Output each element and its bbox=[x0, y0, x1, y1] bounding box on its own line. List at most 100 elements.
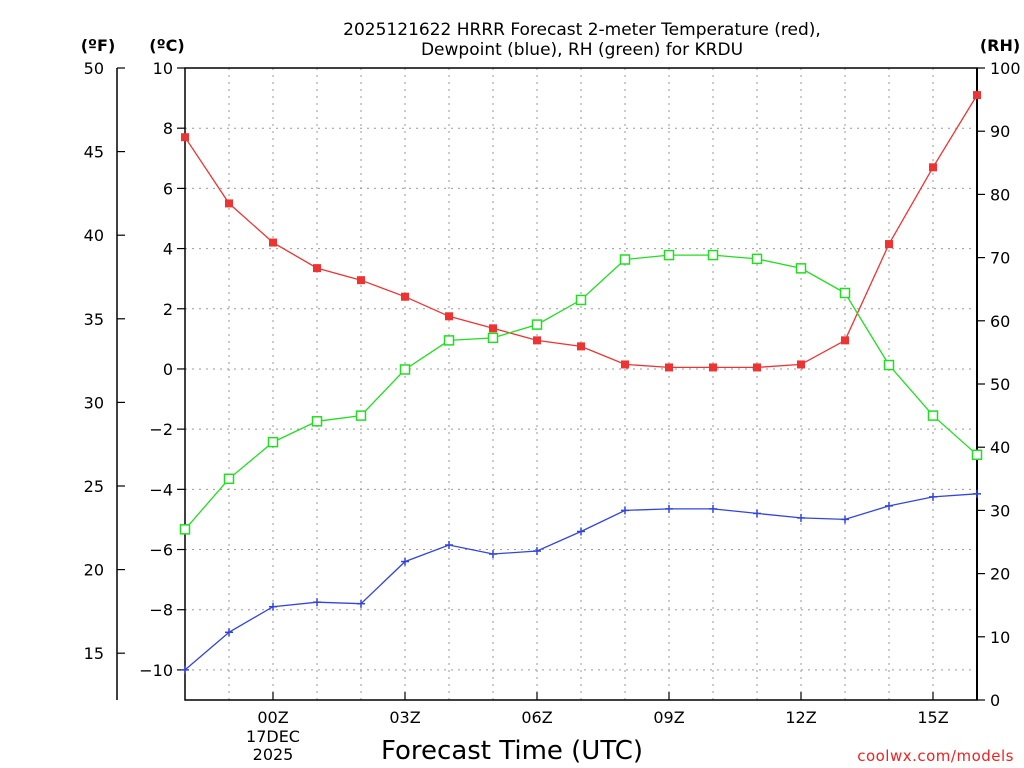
celsius-tick-label: 4 bbox=[163, 240, 173, 259]
fahrenheit-tick-label: 40 bbox=[84, 226, 104, 245]
x-tick-label: 00Z bbox=[257, 708, 288, 727]
x-tick-label: 03Z bbox=[389, 708, 420, 727]
rh-point bbox=[971, 449, 983, 461]
dewpoint-point bbox=[621, 506, 629, 515]
temperature-line bbox=[184, 94, 978, 369]
x-axis-title: Forecast Time (UTC) bbox=[381, 736, 643, 766]
celsius-tick-label: 8 bbox=[163, 119, 173, 138]
temperature-point bbox=[841, 336, 849, 345]
dewpoint-point bbox=[225, 628, 233, 637]
rh-point bbox=[223, 473, 235, 485]
temperature-point bbox=[445, 312, 453, 321]
rh-point bbox=[179, 524, 191, 535]
celsius-tick-label: −8 bbox=[149, 601, 173, 620]
dewpoint-point bbox=[841, 515, 849, 524]
celsius-tick-label: −10 bbox=[139, 661, 173, 680]
rh-tick-label: 90 bbox=[990, 122, 1010, 141]
temperature-point bbox=[401, 292, 409, 301]
dewpoint-point bbox=[533, 547, 541, 556]
fahrenheit-tick-label: 25 bbox=[84, 477, 104, 496]
rh-tick-label: 70 bbox=[990, 249, 1010, 268]
rh-point bbox=[487, 332, 499, 344]
temperature-point bbox=[973, 91, 981, 100]
fahrenheit-tick-label: 45 bbox=[84, 143, 104, 162]
temperature-point bbox=[489, 324, 497, 333]
dewpoint-point bbox=[753, 509, 761, 518]
rh-point bbox=[443, 335, 455, 346]
temperature-point bbox=[533, 336, 541, 345]
temperature-point bbox=[313, 264, 321, 273]
temperature-point bbox=[929, 163, 937, 172]
fahrenheit-tick-label: 35 bbox=[84, 310, 104, 329]
axes: 1086420−2−4−6−8−105045403530252015100908… bbox=[84, 59, 1021, 764]
dewpoint-point bbox=[797, 513, 805, 522]
dewpoint-point bbox=[973, 489, 981, 498]
rh-point bbox=[663, 249, 675, 261]
rh-tick-label: 60 bbox=[990, 312, 1010, 331]
dewpoint-point bbox=[885, 501, 893, 510]
temperature-point bbox=[797, 360, 805, 369]
dewpoint-point bbox=[181, 665, 189, 674]
rh-point bbox=[839, 287, 851, 299]
dewpoint-point bbox=[489, 550, 497, 559]
rh-tick-label: 20 bbox=[990, 565, 1010, 584]
rh-tick-label: 10 bbox=[990, 628, 1010, 647]
rh-point bbox=[355, 410, 367, 421]
celsius-tick-label: 2 bbox=[163, 300, 173, 319]
dewpoint-point bbox=[357, 599, 365, 608]
temperature-point bbox=[181, 133, 189, 142]
rh-tick-label: 100 bbox=[990, 59, 1021, 78]
x-tick-label: 15Z bbox=[917, 708, 948, 727]
rh-point bbox=[267, 436, 279, 448]
temperature-point bbox=[753, 363, 761, 372]
rh-tick-label: 80 bbox=[990, 185, 1010, 204]
rh-point bbox=[751, 253, 763, 265]
celsius-tick-label: −2 bbox=[149, 420, 173, 439]
fahrenheit-axis-label: (ºF) bbox=[81, 36, 116, 55]
dewpoint-point bbox=[577, 527, 585, 536]
rh-point bbox=[531, 319, 543, 330]
dewpoint-point bbox=[445, 541, 453, 550]
fahrenheit-tick-label: 50 bbox=[84, 59, 104, 78]
x-date-label: 17DEC bbox=[246, 727, 300, 746]
rh-point bbox=[707, 249, 719, 261]
rh-point bbox=[883, 359, 895, 371]
rh-tick-label: 50 bbox=[990, 375, 1010, 394]
rh-tick-label: 0 bbox=[990, 691, 1000, 710]
temperature-point bbox=[621, 360, 629, 369]
dewpoint-point bbox=[709, 504, 717, 513]
rh-point bbox=[795, 263, 807, 274]
credit-text: coolwx.com/models bbox=[857, 747, 1014, 765]
chart-title-line-1: 2025121622 HRRR Forecast 2-meter Tempera… bbox=[343, 20, 821, 40]
temperature-point bbox=[357, 276, 365, 285]
grid bbox=[185, 68, 977, 700]
rh-point bbox=[311, 416, 323, 427]
rh-point bbox=[399, 364, 411, 375]
fahrenheit-tick-label: 30 bbox=[84, 393, 104, 412]
rh-point bbox=[927, 410, 939, 421]
celsius-tick-label: 0 bbox=[163, 360, 173, 379]
temperature-point bbox=[269, 238, 277, 247]
celsius-axis-label: (ºC) bbox=[149, 36, 184, 55]
celsius-tick-label: −6 bbox=[149, 541, 173, 560]
x-tick-label: 09Z bbox=[653, 708, 684, 727]
chart-title-line-2: Dewpoint (blue), RH (green) for KRDU bbox=[421, 40, 743, 60]
temperature-point bbox=[709, 363, 717, 372]
fahrenheit-tick-label: 20 bbox=[84, 561, 104, 580]
fahrenheit-tick-label: 15 bbox=[84, 644, 104, 663]
dewpoint-point bbox=[313, 598, 321, 607]
dewpoint-point bbox=[665, 504, 673, 513]
rh-axis-label: (RH) bbox=[980, 36, 1020, 55]
x-tick-label: 06Z bbox=[521, 708, 552, 727]
series bbox=[179, 91, 983, 674]
x-tick-label: 12Z bbox=[785, 708, 816, 727]
celsius-tick-label: 10 bbox=[153, 59, 173, 78]
temperature-point bbox=[885, 240, 893, 249]
rh-point bbox=[575, 294, 587, 306]
temperature-point bbox=[225, 199, 233, 208]
rh-tick-label: 30 bbox=[990, 501, 1010, 520]
x-date-label: 2025 bbox=[253, 745, 294, 764]
temperature-point bbox=[577, 342, 585, 351]
dewpoint-point bbox=[929, 492, 937, 501]
